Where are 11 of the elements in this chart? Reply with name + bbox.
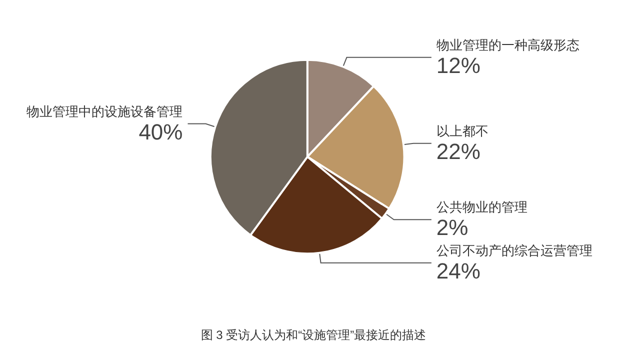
text: 图 3 受访人认为和“设施管理”最接近的描述: [200, 328, 426, 342]
slice-label: 物业管理中的设施设备管理: [26, 104, 183, 119]
slice-label: 物业管理的一种高级形态: [436, 37, 580, 52]
data-label: 24%: [436, 258, 480, 284]
slice-label: 公共物业的管理: [436, 200, 528, 215]
slice-label: 以上都不: [436, 123, 488, 138]
data-label: 22%: [436, 138, 480, 164]
data-label: 2%: [436, 215, 468, 240]
slice-label: 公司不动产的综合运营管理: [436, 242, 592, 258]
data-label: 12%: [436, 52, 480, 78]
data-label: 40%: [138, 119, 183, 144]
